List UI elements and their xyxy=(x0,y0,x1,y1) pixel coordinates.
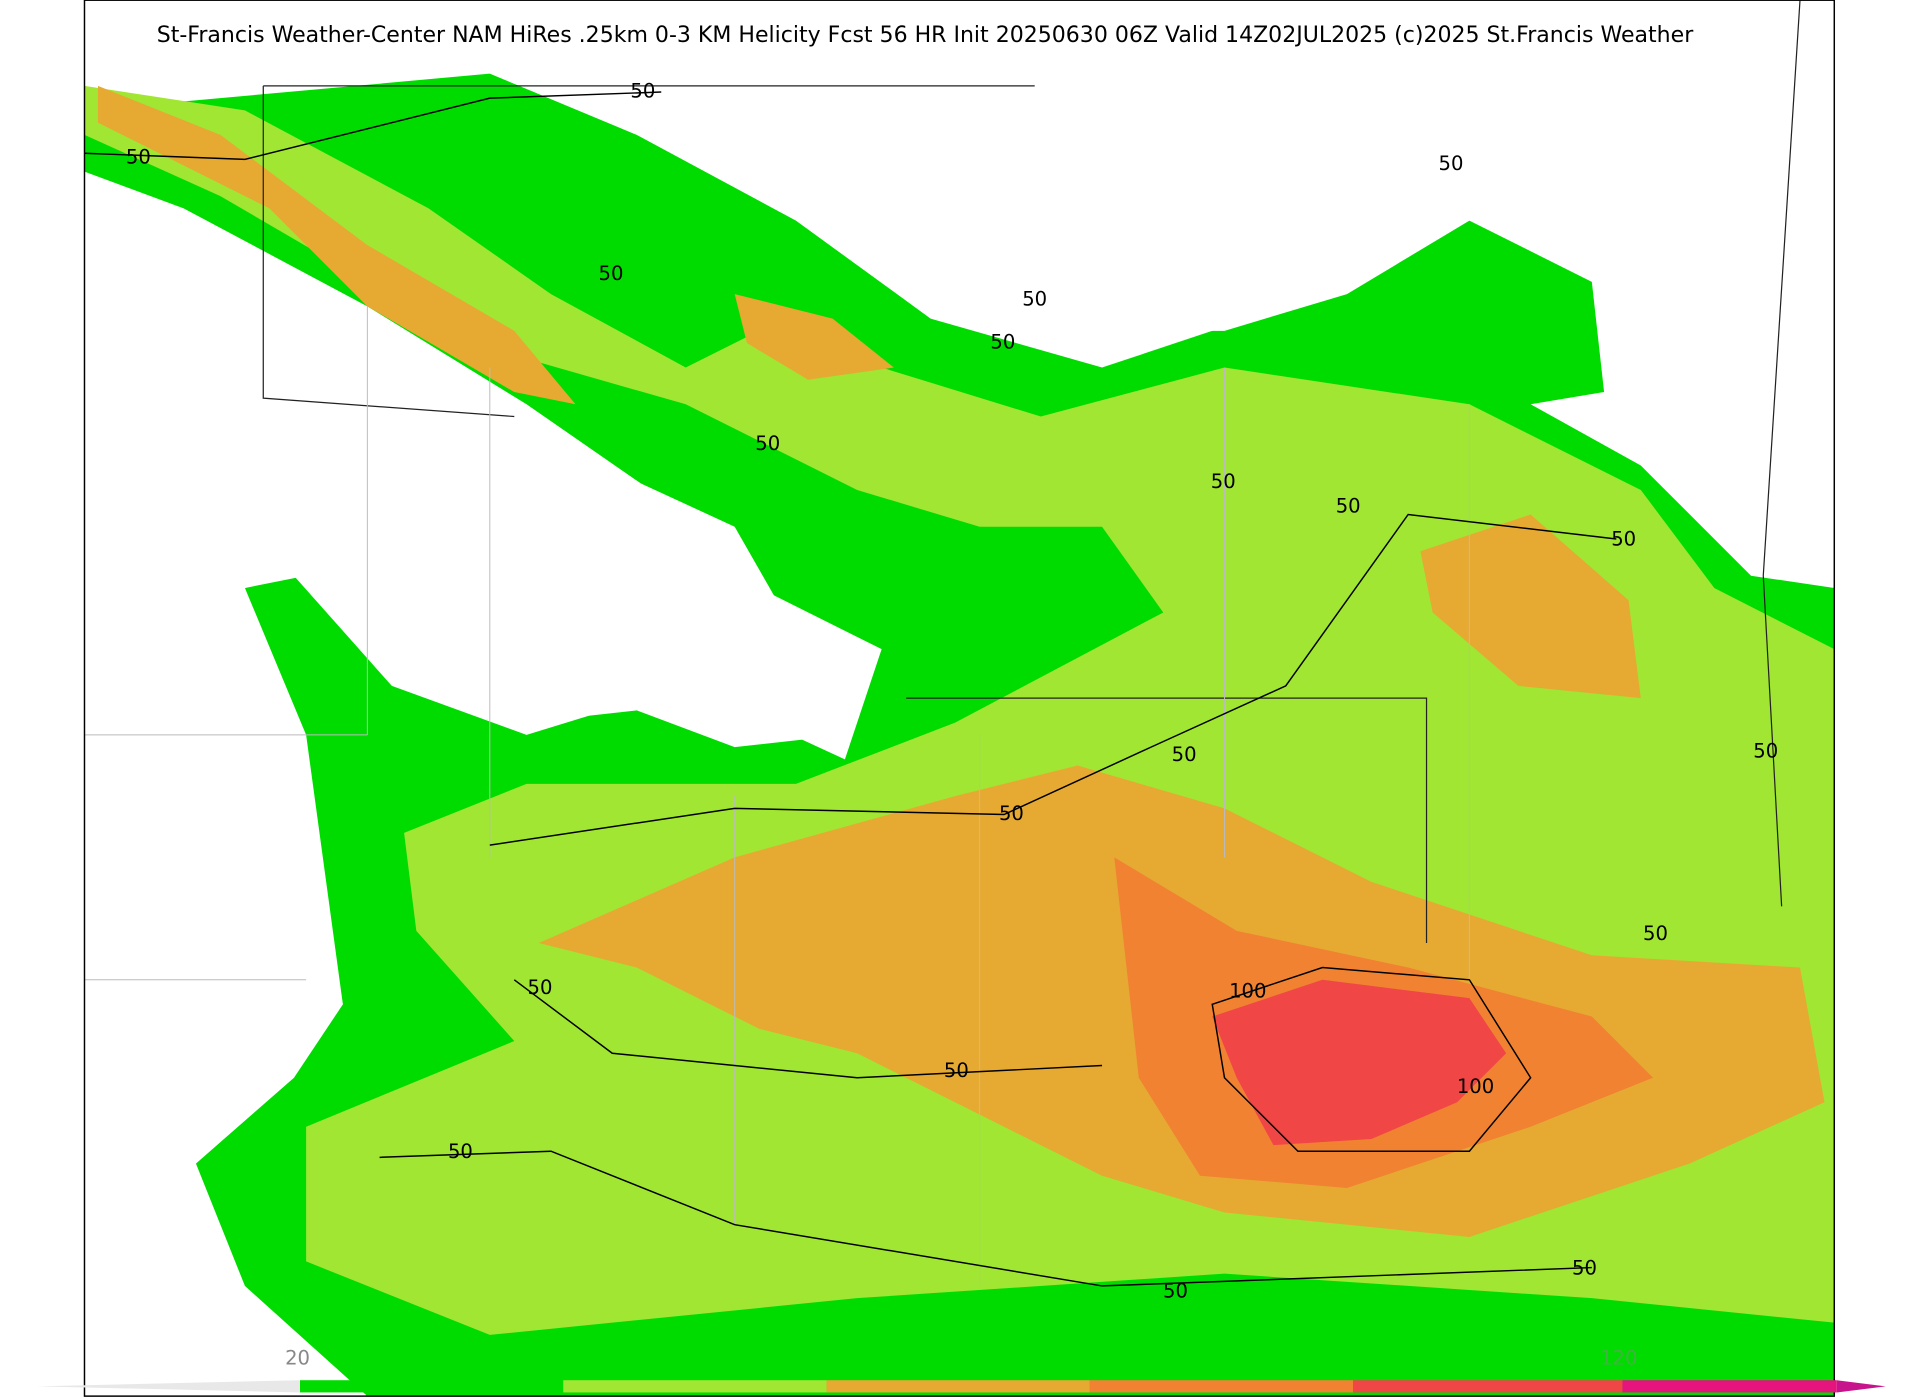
contour-label: 50 xyxy=(448,1140,473,1163)
contour-line xyxy=(1211,966,1532,1152)
plot-frame xyxy=(83,0,1836,1397)
contour-label: 50 xyxy=(1439,152,1464,175)
contours xyxy=(84,91,1617,1287)
colorbar-segment xyxy=(1622,1380,1837,1393)
contour-label: 100 xyxy=(1229,980,1266,1003)
contour-label: 50 xyxy=(1611,528,1636,551)
band-orange xyxy=(734,294,894,380)
colorbar: 20 120 xyxy=(36,1346,1886,1393)
contour-label: 50 xyxy=(944,1059,969,1082)
band-orange xyxy=(97,85,576,405)
contour-label: 50 xyxy=(999,802,1024,825)
band-orange xyxy=(1420,514,1641,699)
colorbar-segment xyxy=(300,1380,564,1393)
map-title: St-Francis Weather-Center NAM HiRes .25k… xyxy=(157,23,1694,48)
contour-label: 50 xyxy=(126,146,151,169)
contour-label: 50 xyxy=(1022,288,1047,311)
contour-label: 50 xyxy=(1753,740,1778,763)
colorbar-segment xyxy=(563,1380,827,1393)
contour-label: 50 xyxy=(1336,495,1361,518)
contour-label: 50 xyxy=(1572,1256,1597,1279)
contour-label: 50 xyxy=(528,976,553,999)
contour-label: 50 xyxy=(599,262,624,285)
state-border xyxy=(262,0,1801,944)
contour-line xyxy=(84,91,1617,1287)
colorbar-segment xyxy=(1353,1380,1623,1393)
colorbar-end xyxy=(36,1380,301,1393)
colorbar-label: 20 xyxy=(285,1346,310,1369)
contour-label: 50 xyxy=(1163,1280,1188,1303)
contour-label: 50 xyxy=(1211,470,1236,493)
low-region xyxy=(636,0,1835,331)
low-region xyxy=(84,183,368,1176)
contour-label: 100 xyxy=(1457,1075,1494,1098)
county-border xyxy=(84,306,1470,1286)
contour-label: 50 xyxy=(1172,743,1197,766)
contour-label: 50 xyxy=(990,331,1015,354)
colorbar-label: 120 xyxy=(1600,1346,1637,1369)
contour-label: 50 xyxy=(1643,922,1668,945)
colorbar-segment xyxy=(1089,1380,1354,1393)
contour-labels: 50 50 50 50 50 50 50 50 50 50 50 50 50 50 50 50 50 50 50 10… xyxy=(126,80,1778,1303)
helicity-field xyxy=(84,0,1835,1397)
low-region xyxy=(391,404,845,748)
state-borders xyxy=(84,0,1801,1286)
contour-label: 50 xyxy=(630,80,655,103)
colorbar-end xyxy=(1836,1380,1886,1393)
band-red xyxy=(1212,979,1507,1146)
colorbar-segment xyxy=(826,1380,1090,1393)
contour-label: 50 xyxy=(755,432,780,455)
